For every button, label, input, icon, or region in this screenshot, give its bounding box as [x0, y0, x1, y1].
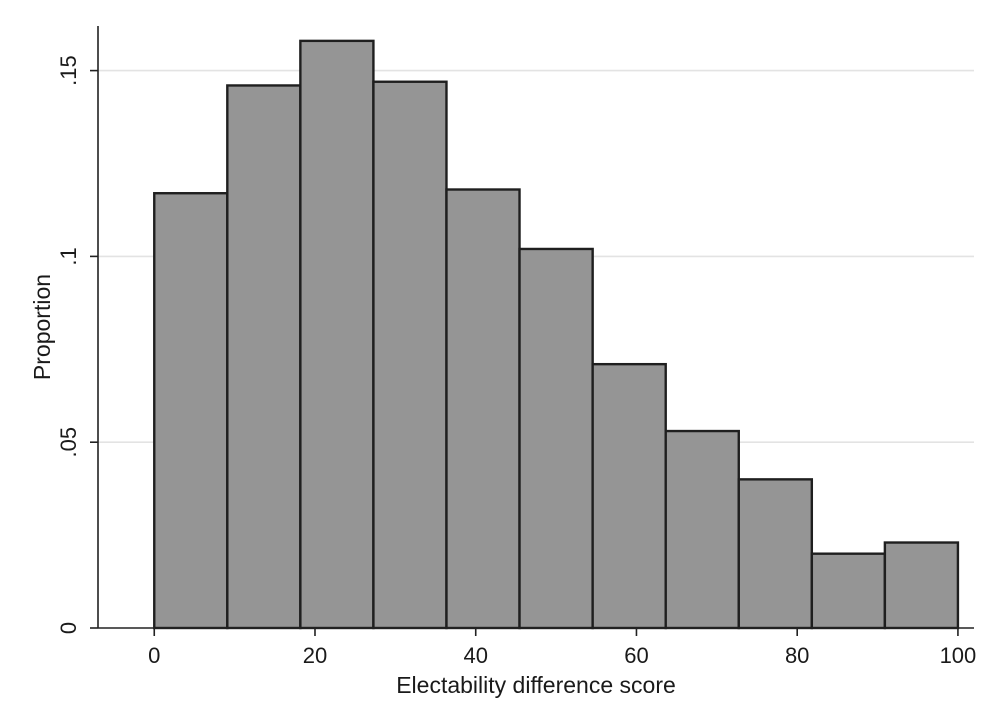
- histogram-bar: [445, 188, 521, 630]
- axes: [97, 26, 974, 629]
- histogram-bar: [883, 541, 960, 630]
- y-tick-label: .1: [56, 247, 81, 265]
- x-tick-label: 60: [624, 643, 648, 668]
- histogram-bar: [372, 80, 448, 630]
- histogram-bar: [299, 39, 375, 630]
- y-tick-label: .15: [56, 55, 81, 86]
- histogram-bar: [810, 552, 887, 630]
- x-axis-title: Electability difference score: [396, 672, 676, 698]
- histogram-bar: [153, 192, 229, 630]
- histogram-bar: [226, 84, 302, 630]
- x-tick-label: 80: [785, 643, 809, 668]
- histogram-bar: [518, 247, 594, 630]
- histogram-bars: [153, 39, 960, 630]
- histogram-bar: [664, 429, 740, 630]
- y-tick-label: 0: [56, 622, 81, 634]
- x-tick-label: 20: [303, 643, 327, 668]
- x-tick-label: 0: [148, 643, 160, 668]
- y-tick-label: .05: [56, 427, 81, 458]
- histogram-bar: [591, 362, 667, 630]
- axis-ticks: 0 20 40 60 80 100 0 .05 .1 .15: [56, 55, 976, 668]
- x-tick-label: 40: [463, 643, 487, 668]
- y-axis-title: Proportion: [29, 274, 55, 380]
- histogram-bar: [737, 478, 814, 630]
- x-tick-label: 100: [940, 643, 977, 668]
